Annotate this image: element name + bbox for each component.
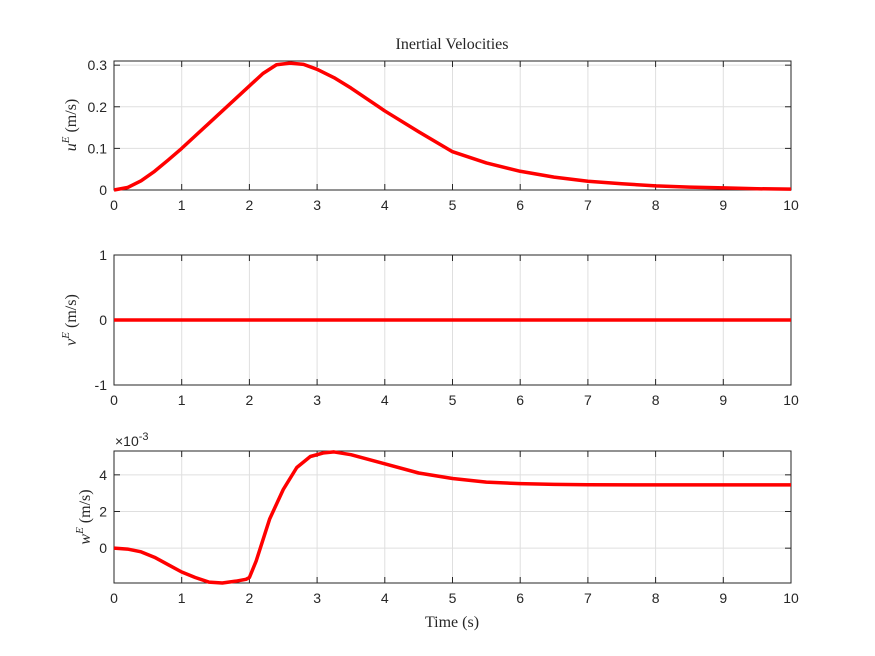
x-tick-label: 10 xyxy=(783,197,799,213)
y-tick-label: 4 xyxy=(99,467,107,483)
grid xyxy=(113,451,792,583)
x-tick-label: 0 xyxy=(110,590,118,606)
x-tick-label: 1 xyxy=(178,392,186,408)
x-tick-label: 8 xyxy=(652,590,660,606)
x-ticks: 0 1 2 3 4 5 6 7 8 9 10 xyxy=(110,61,799,213)
y-tick-label: 1 xyxy=(99,247,107,263)
x-tick-label: 3 xyxy=(313,392,321,408)
x-tick-label: 8 xyxy=(652,197,660,213)
x-tick-label: 4 xyxy=(381,590,389,606)
y-tick-label: 0 xyxy=(99,312,107,328)
x-ticks: 0 1 2 3 4 5 6 7 8 9 10 xyxy=(110,255,799,408)
x-tick-label: 7 xyxy=(584,392,592,408)
y-axis-label-w: wE (m/s) xyxy=(74,489,94,544)
subplot-v: 0 1 2 3 4 5 6 7 8 9 10 -101 vE (m/s) xyxy=(60,247,799,408)
x-tick-label: 0 xyxy=(110,392,118,408)
x-tick-label: 5 xyxy=(449,197,457,213)
x-tick-label: 3 xyxy=(313,197,321,213)
y-tick-label: 0.3 xyxy=(88,57,108,73)
x-tick-label: 10 xyxy=(783,392,799,408)
x-tick-label: 1 xyxy=(178,590,186,606)
x-tick-label: 2 xyxy=(246,197,254,213)
y-tick-label: 2 xyxy=(99,504,107,520)
x-tick-label: 8 xyxy=(652,392,660,408)
y-tick-label: 0 xyxy=(99,540,107,556)
x-tick-label: 2 xyxy=(246,392,254,408)
series-line-u xyxy=(113,61,792,192)
x-tick-label: 5 xyxy=(449,392,457,408)
x-tick-label: 7 xyxy=(584,590,592,606)
x-tick-label: 6 xyxy=(516,590,524,606)
x-tick-label: 4 xyxy=(381,392,389,408)
x-tick-label: 6 xyxy=(516,197,524,213)
subplot-u: 0 1 2 3 4 5 6 7 8 9 10 0 0.1 0.2 0.3 Inertial Velocit… xyxy=(60,36,799,213)
series-line-w xyxy=(113,450,791,585)
y-tick-label: 0 xyxy=(99,182,107,198)
x-tick-label: 7 xyxy=(584,197,592,213)
x-ticks: 0 1 2 3 4 5 6 7 8 9 10 xyxy=(110,451,799,606)
x-tick-label: 9 xyxy=(719,590,727,606)
x-tick-label: 9 xyxy=(719,197,727,213)
x-axis-label: Time (s) xyxy=(425,614,479,631)
y-axis-label-u: uE (m/s) xyxy=(60,99,80,152)
y-ticks: 0 0.1 0.2 0.3 xyxy=(88,57,791,198)
x-tick-label: 0 xyxy=(110,197,118,213)
x-tick-label: 6 xyxy=(516,392,524,408)
y-tick-label: -1 xyxy=(95,377,108,393)
x-tick-label: 1 xyxy=(178,197,186,213)
x-tick-label: 9 xyxy=(719,392,727,408)
x-tick-label: 5 xyxy=(449,590,457,606)
chart-title: Inertial Velocities xyxy=(396,36,509,53)
y-tick-label: 0.1 xyxy=(88,140,108,156)
x-tick-label: 2 xyxy=(246,590,254,606)
y-tick-label: 0.2 xyxy=(88,99,108,115)
x-tick-label: 10 xyxy=(783,590,799,606)
subplot-w: 0 1 2 3 4 5 6 7 8 9 10 0 2 4 ×10-3 wE (m/s) Time (s) xyxy=(74,431,799,631)
y-axis-exponent: ×10-3 xyxy=(115,431,149,449)
x-tick-label: 4 xyxy=(381,197,389,213)
y-axis-label-v: vE (m/s) xyxy=(60,294,80,346)
x-tick-label: 3 xyxy=(313,590,321,606)
